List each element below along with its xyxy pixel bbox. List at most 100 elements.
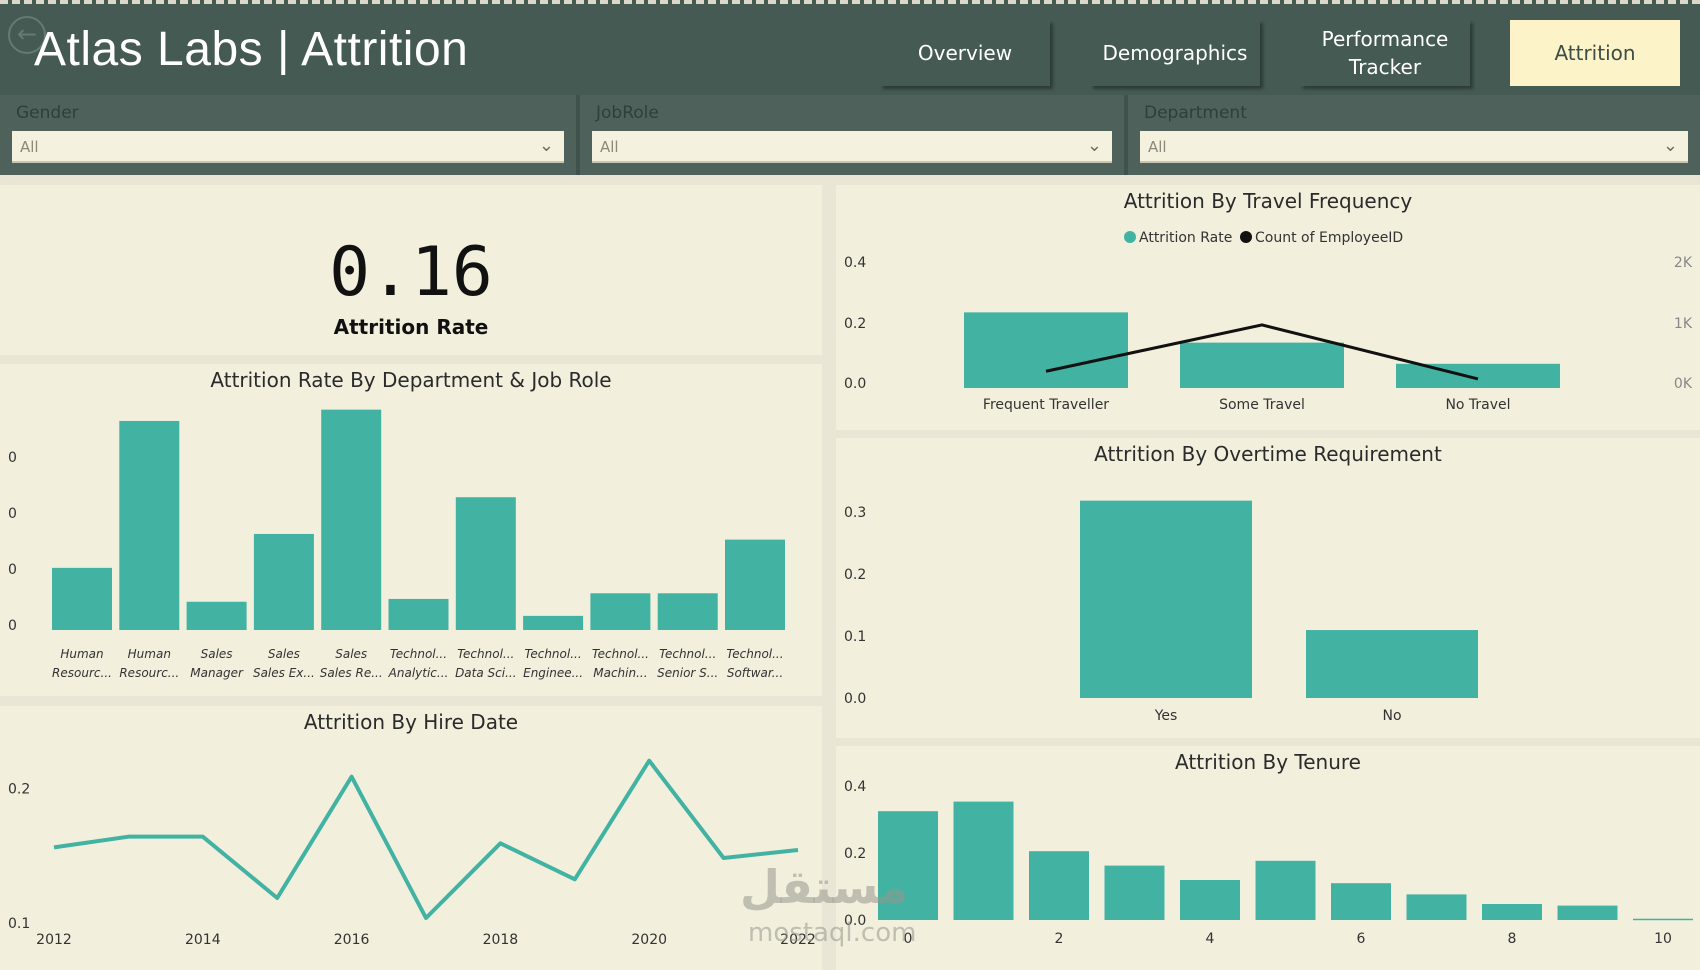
x-tick-label: Data Sci... [455, 666, 516, 680]
overtime-chart-panel[interactable]: Attrition By Overtime Requirement 0.0 0.1… [836, 438, 1700, 738]
dropdown-value: All [600, 138, 619, 156]
bar [388, 598, 449, 630]
kpi-label: Attrition Rate [333, 315, 489, 339]
y-tick-label: 0.3 [844, 505, 866, 521]
x-tick-label: Technol... [726, 647, 783, 661]
chevron-down-icon[interactable]: ⌄ [538, 135, 554, 156]
watermark-logo: مستقل [740, 860, 909, 914]
x-tick-label: Resourc... [119, 666, 179, 680]
x-tick-label: Technol... [592, 647, 649, 661]
x-tick-label: 2 [1055, 931, 1064, 947]
bar [1255, 860, 1316, 920]
bar [455, 497, 516, 630]
gender-dropdown[interactable]: All ⌄ [12, 131, 564, 163]
slicer-label: JobRole [596, 103, 659, 123]
bar [725, 539, 785, 630]
legend-marker-count [1240, 231, 1252, 243]
bar [1180, 880, 1240, 920]
bar [523, 615, 584, 630]
x-tick-label: 10 [1654, 931, 1672, 947]
kpi-card[interactable]: 0.16 Attrition Rate [0, 185, 822, 355]
bar [321, 409, 382, 630]
y-tick-label: 0 [8, 450, 17, 466]
bar [1633, 918, 1693, 921]
x-tick-label: Technol... [525, 647, 582, 661]
chart-title: Attrition By Hire Date [303, 710, 519, 734]
jobrole-dropdown[interactable]: All ⌄ [592, 131, 1112, 163]
bar [1482, 904, 1542, 920]
chart-title: Attrition By Tenure [1175, 750, 1361, 774]
department-dropdown[interactable]: All ⌄ [1140, 131, 1688, 163]
x-tick-label: No [1382, 708, 1401, 724]
hire-date-chart-panel[interactable]: Attrition By Hire Date 0.2 0.1 2012 2014 201… [0, 706, 822, 970]
x-tick-label: Technol... [457, 647, 514, 661]
dept-role-chart: 0 0 0 0 Human Resourc... Human Resourc... Sales M… [8, 409, 785, 680]
dropdown-value: All [1148, 138, 1167, 156]
tab-demographics[interactable]: Demographics [1090, 20, 1260, 86]
bar [953, 801, 1014, 920]
chevron-down-icon[interactable]: ⌄ [1662, 135, 1678, 156]
department-slicer: Department All ⌄ [1128, 95, 1700, 175]
x-tick-label: Sales [335, 647, 367, 661]
y-tick-label: 0.1 [844, 629, 866, 645]
bar [186, 601, 247, 630]
watermark-url: mostaql.com [748, 918, 917, 948]
tab-overview[interactable]: Overview [880, 20, 1050, 86]
divider [576, 95, 580, 175]
back-arrow-icon[interactable]: ← [8, 16, 46, 54]
x-tick-label: 2020 [631, 932, 667, 948]
y2-tick-label: 0K [1674, 376, 1693, 392]
chevron-down-icon[interactable]: ⌄ [1086, 135, 1102, 156]
slicer-label: Department [1144, 103, 1247, 123]
count-line [1045, 323, 1479, 381]
x-tick-label: Enginee... [523, 666, 583, 680]
bar [1396, 363, 1560, 388]
x-tick-label: Sales [268, 647, 300, 661]
legend-marker-attrition [1124, 231, 1136, 243]
dept-role-chart-panel[interactable]: Attrition Rate By Department & Job Role … [0, 364, 822, 696]
dropdown-value: All [20, 138, 39, 156]
legend-label: Attrition Rate [1139, 230, 1232, 246]
bar [1331, 883, 1391, 920]
x-tick-label: Sales Ex... [253, 666, 315, 680]
tab-performance-tracker[interactable]: Performance Tracker [1300, 20, 1470, 86]
travel-chart: Attrition Rate Count of EmployeeID 0.0 0.2 0… [844, 230, 1693, 413]
divider [1124, 95, 1128, 175]
bar [1406, 894, 1467, 920]
x-tick-label: Yes [1154, 708, 1178, 724]
y-tick-label: 0.1 [8, 916, 30, 932]
bar [1104, 865, 1165, 920]
x-tick-label: 2022 [780, 932, 816, 948]
bar [1029, 851, 1089, 920]
y2-tick-label: 2K [1674, 255, 1693, 271]
y-tick-label: 0.0 [844, 376, 866, 392]
hire-date-chart: 0.2 0.1 2012 2014 2016 2018 2020 2022 [8, 758, 816, 948]
x-tick-label: 2018 [483, 932, 519, 948]
x-tick-label: Softwar... [727, 666, 783, 680]
x-tick-label: Resourc... [52, 666, 112, 680]
x-tick-label: No Travel [1445, 397, 1510, 413]
bar [253, 533, 314, 630]
bar [119, 420, 180, 630]
tab-attrition[interactable]: Attrition [1510, 20, 1680, 86]
y-tick-label: 0.4 [844, 779, 866, 795]
x-tick-label: Sales Re... [320, 666, 383, 680]
x-tick-label: Analytic... [388, 666, 449, 680]
x-tick-label: Human [60, 647, 103, 661]
x-tick-label: 0 [904, 931, 913, 947]
bar [964, 312, 1128, 388]
header-bar: ← Atlas Labs | Attrition Overview Demogr… [0, 0, 1700, 95]
tenure-chart-panel[interactable]: Attrition By Tenure 0.0 0.2 0.4 0 2 4 6 8 10 [836, 746, 1700, 970]
bar [1557, 905, 1618, 920]
bar [52, 567, 112, 630]
x-tick-label: 8 [1508, 931, 1517, 947]
travel-chart-panel[interactable]: Attrition By Travel Frequency Attrition … [836, 185, 1700, 430]
x-tick-label: 6 [1357, 931, 1366, 947]
x-tick-label: Sales [201, 647, 233, 661]
x-tick-label: Technol... [390, 647, 447, 661]
chart-title: Attrition By Overtime Requirement [1094, 442, 1442, 466]
series-line [53, 758, 799, 920]
x-tick-label: Some Travel [1219, 397, 1305, 413]
overtime-chart: 0.0 0.1 0.2 0.3 Yes No [844, 500, 1478, 724]
x-tick-label: 2012 [36, 932, 72, 948]
